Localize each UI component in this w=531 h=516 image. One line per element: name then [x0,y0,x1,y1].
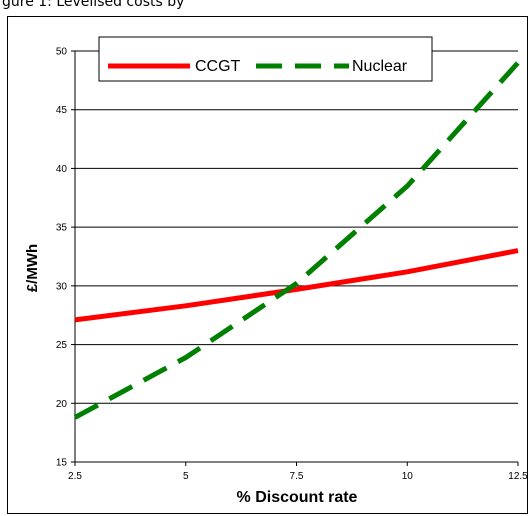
legend: CCGT Nuclear [98,36,433,82]
y-tick-label-20: 20 [56,399,68,410]
y-tick-labels: 15 20 25 30 35 40 45 50 [56,47,68,469]
chart-frame [7,16,528,514]
axes [71,50,519,466]
figure-caption: gure 1: Levelised costs by [2,0,185,10]
y-tick-label-50: 50 [56,47,68,58]
y-axis-title: £/MWh [24,244,41,292]
x-tick-label-2.5: 2.5 [68,471,82,482]
x-tick-label-7.5: 7.5 [290,471,304,482]
legend-box [98,36,433,82]
y-tick-label-25: 25 [56,340,68,351]
y-tick-label-35: 35 [56,223,68,234]
y-tick-label-30: 30 [56,281,68,292]
x-tick-label-10: 10 [402,471,414,482]
y-tick-label-45: 45 [56,105,68,116]
x-tick-labels: 2.5 5 7.5 10 12.5 [68,471,528,482]
y-tick-label-15: 15 [56,458,68,469]
legend-label-nuclear: Nuclear [352,58,408,75]
x-tick-label-5: 5 [183,471,189,482]
y-tick-label-40: 40 [56,164,68,175]
series-line-nuclear [73,61,520,420]
series-line-ccgt [74,248,519,323]
legend-label-ccgt: CCGT [195,58,241,75]
x-tick-label-12.5: 12.5 [508,471,528,482]
grid-lines [75,50,518,404]
x-axis-title: % Discount rate [237,489,358,506]
series-lines [73,61,520,420]
